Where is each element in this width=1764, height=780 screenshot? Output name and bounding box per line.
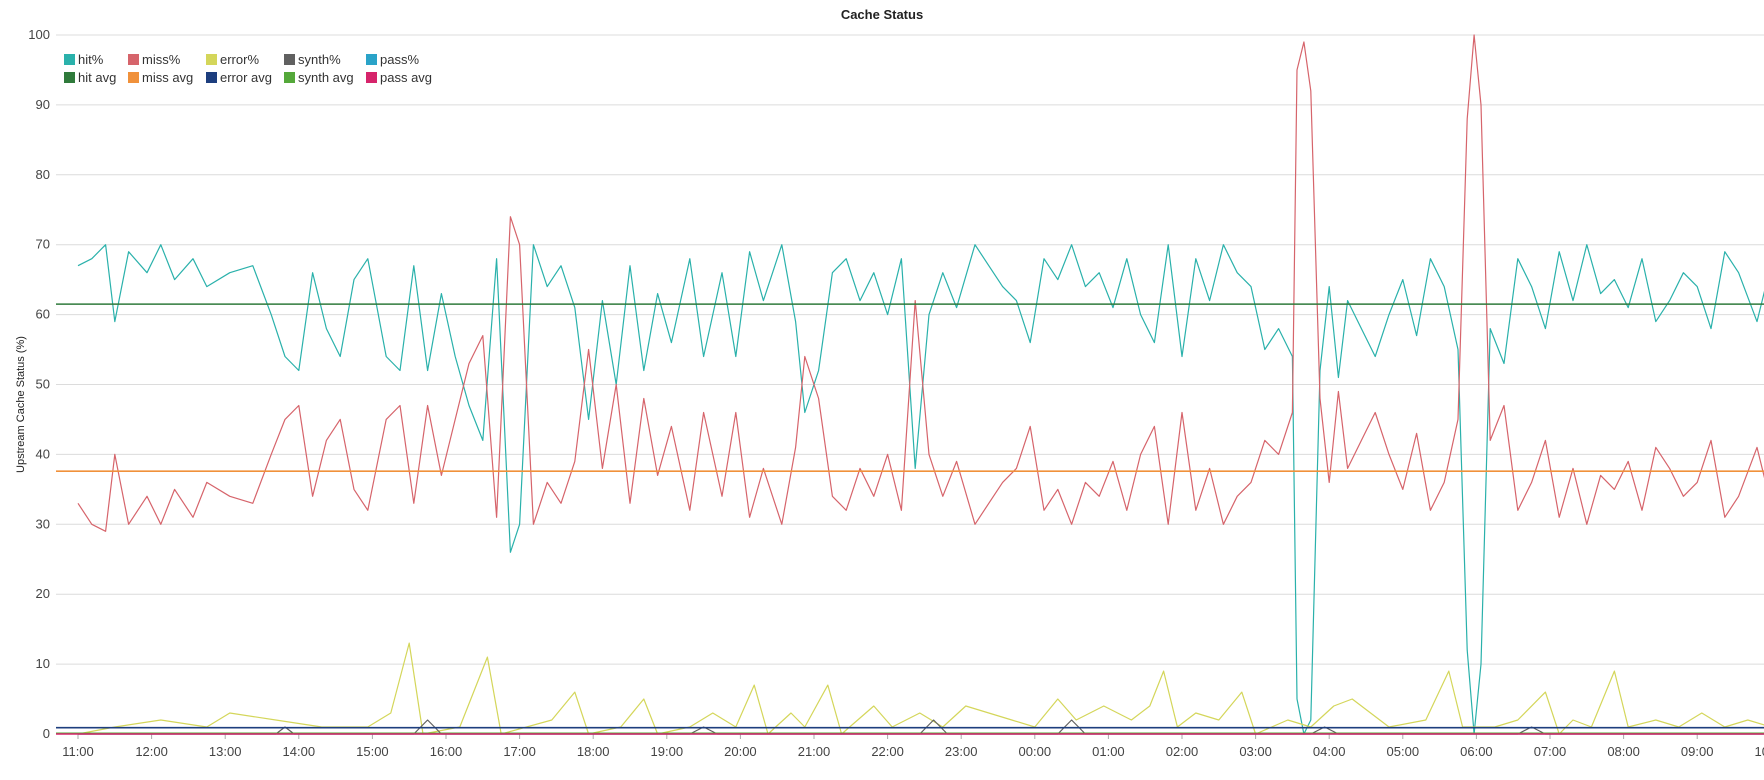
series-hit--line <box>77 244 1764 735</box>
y-tick-label: 70 <box>36 237 50 252</box>
x-tick-label: 08:00 <box>1607 744 1640 759</box>
legend-swatch <box>366 54 377 65</box>
y-tick-label: 90 <box>36 97 50 112</box>
x-tick-label: 09:00 <box>1681 744 1714 759</box>
legend-item[interactable]: miss% <box>128 52 206 67</box>
x-tick-label: 10:00 <box>1755 744 1764 759</box>
y-tick-label: 40 <box>36 446 50 461</box>
legend-item[interactable]: hit avg <box>64 70 128 85</box>
legend-swatch <box>128 54 139 65</box>
legend-label: synth avg <box>298 70 354 85</box>
legend-label: miss% <box>142 52 181 67</box>
x-tick-label: 06:00 <box>1460 744 1493 759</box>
y-tick-label: 10 <box>36 656 50 671</box>
legend-item[interactable]: error% <box>206 52 284 67</box>
legend-item[interactable]: pass% <box>366 52 444 67</box>
x-tick-label: 04:00 <box>1313 744 1346 759</box>
legend-label: hit avg <box>78 70 117 85</box>
x-tick-label: 00:00 <box>1019 744 1052 759</box>
x-tick-label: 11:00 <box>62 744 94 759</box>
x-tick-label: 22:00 <box>871 744 904 759</box>
x-tick-label: 23:00 <box>945 744 978 759</box>
y-tick-label: 20 <box>36 586 50 601</box>
x-tick-label: 13:00 <box>209 744 242 759</box>
legend-swatch <box>206 54 217 65</box>
legend-label: pass% <box>380 52 420 67</box>
x-tick-label: 02:00 <box>1166 744 1199 759</box>
x-tick-label: 03:00 <box>1239 744 1272 759</box>
legend-item[interactable]: error avg <box>206 70 284 85</box>
legend-swatch <box>366 72 377 83</box>
y-tick-label: 50 <box>36 377 50 392</box>
chart-title: Cache Status <box>840 7 924 22</box>
y-tick-label: 100 <box>28 27 50 42</box>
legend-swatch <box>128 72 139 83</box>
x-tick-label: 17:00 <box>503 744 536 759</box>
x-tick-label: 12:00 <box>135 744 168 759</box>
series-error--line <box>77 642 1764 735</box>
legend-swatch <box>284 54 295 65</box>
legend-item[interactable]: pass avg <box>366 70 444 85</box>
legend-item[interactable]: hit% <box>64 52 128 67</box>
legend-label: miss avg <box>142 70 194 85</box>
series-miss--line <box>77 34 1764 532</box>
x-tick-label: 05:00 <box>1387 744 1420 759</box>
legend-label: error avg <box>220 70 273 85</box>
x-tick-label: 20:00 <box>724 744 757 759</box>
chart-legend: hit% miss% error% synth% pass% hit avg miss av… <box>64 52 444 85</box>
legend-label: synth% <box>298 52 341 67</box>
legend-swatch <box>284 72 295 83</box>
x-tick-label: 21:00 <box>798 744 831 759</box>
legend-item[interactable]: synth% <box>284 52 366 67</box>
legend-label: error% <box>220 52 260 67</box>
legend-label: pass avg <box>380 70 433 85</box>
x-tick-label: 14:00 <box>283 744 316 759</box>
y-axis-label: Upstream Cache Status (%) <box>15 336 27 473</box>
x-tick-label: 16:00 <box>430 744 463 759</box>
x-tick-label: 18:00 <box>577 744 610 759</box>
x-tick-label: 07:00 <box>1534 744 1567 759</box>
y-tick-label: 80 <box>36 167 50 182</box>
legend-swatch <box>64 72 75 83</box>
y-tick-label: 0 <box>43 726 50 741</box>
y-tick-label: 30 <box>36 516 50 531</box>
legend-swatch <box>64 54 75 65</box>
x-tick-label: 15:00 <box>356 744 389 759</box>
legend-item[interactable]: miss avg <box>128 70 206 85</box>
legend-item[interactable]: synth avg <box>284 70 366 85</box>
x-tick-label: 19:00 <box>651 744 684 759</box>
legend-swatch <box>206 72 217 83</box>
y-tick-label: 60 <box>36 307 50 322</box>
x-tick-label: 01:00 <box>1092 744 1125 759</box>
legend-label: hit% <box>78 52 104 67</box>
